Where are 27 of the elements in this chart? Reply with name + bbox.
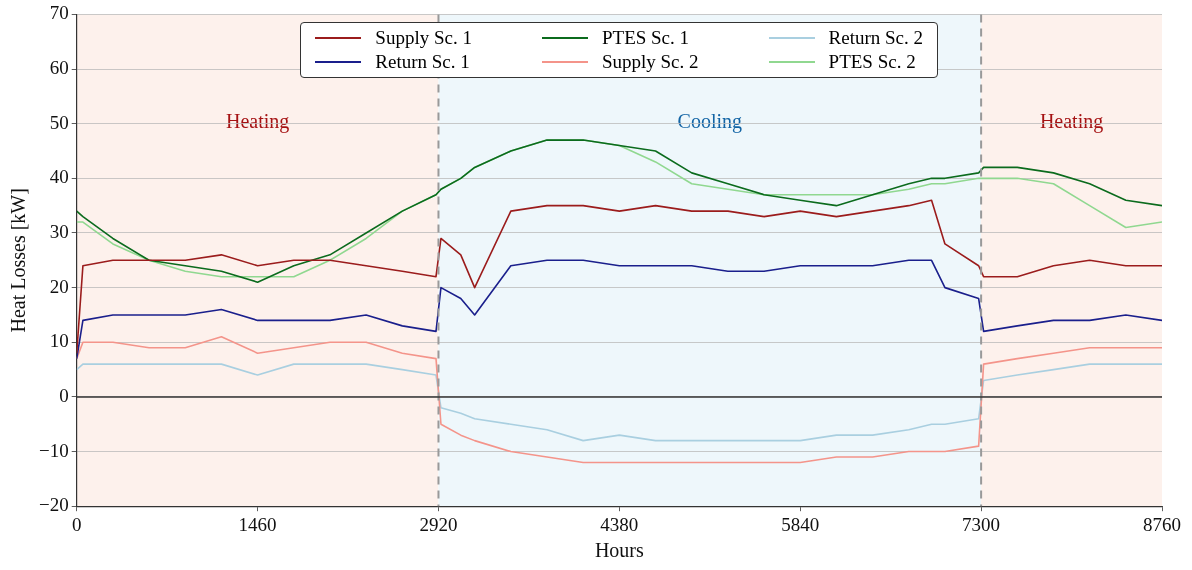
- y-tick-label: 20: [49, 275, 69, 297]
- y-tick-label: 50: [49, 111, 69, 133]
- legend-label: PTES Sc. 1: [601, 27, 690, 50]
- x-tick-label: 7300: [962, 513, 1001, 535]
- y-tick-label: 30: [49, 220, 69, 242]
- y-tick-label: −10: [39, 439, 69, 461]
- y-axis-title: Heat Losses [kW]: [7, 188, 30, 333]
- legend-label: Supply Sc. 1: [375, 27, 472, 50]
- y-tick-label: 40: [49, 166, 69, 188]
- y-tick-label: 70: [49, 2, 69, 24]
- x-tick-label: 2920: [419, 513, 458, 535]
- x-tick-label: 5840: [781, 513, 820, 535]
- band-label: Heating: [1039, 109, 1104, 133]
- x-tick-label: 1460: [238, 513, 277, 535]
- x-tick-label: 8760: [1143, 513, 1181, 535]
- band-label: Heating: [225, 109, 290, 133]
- legend-label: Return Sc. 2: [828, 27, 924, 50]
- y-tick-label: 10: [49, 330, 69, 352]
- band-label: Cooling: [677, 109, 743, 133]
- y-tick-label: 60: [49, 57, 69, 79]
- legend-label: Supply Sc. 2: [601, 51, 699, 74]
- y-tick-label: 0: [59, 384, 69, 406]
- x-axis-title: Hours: [594, 539, 645, 562]
- x-tick-label: 4380: [600, 513, 639, 535]
- legend-label: Return Sc. 1: [375, 51, 470, 74]
- y-tick-label: −20: [39, 494, 69, 516]
- legend-label: PTES Sc. 2: [828, 51, 916, 74]
